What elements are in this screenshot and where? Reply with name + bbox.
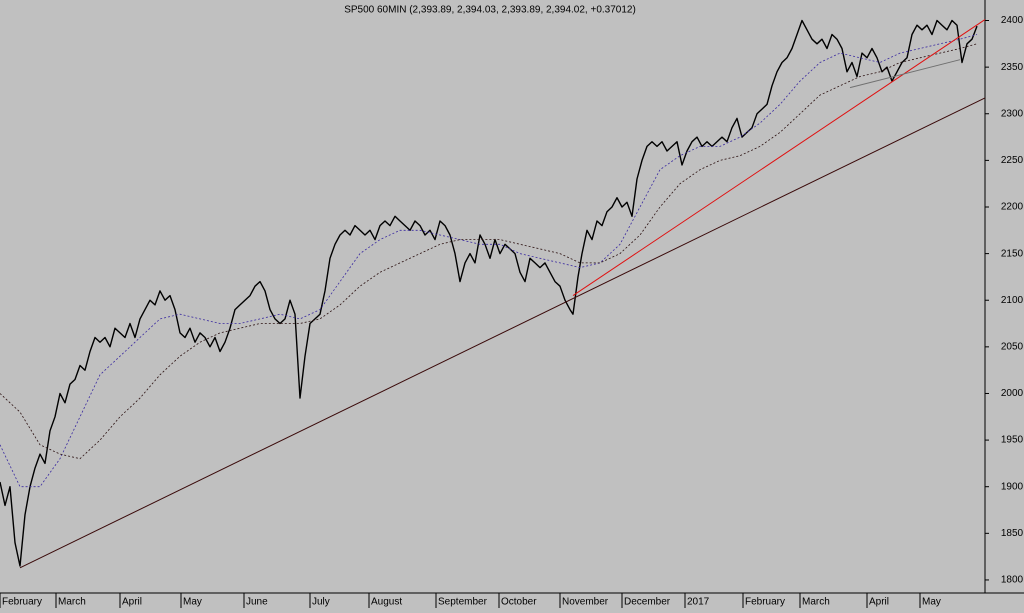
x-tick-label: 2017 — [687, 597, 710, 608]
y-tick-label: 2000 — [1001, 388, 1024, 399]
y-tick-label: 2100 — [1001, 295, 1024, 306]
x-tick-label: December — [624, 597, 671, 608]
y-tick-label: 2350 — [1001, 62, 1024, 73]
x-tick-label: May — [922, 597, 941, 608]
x-tick-label: April — [869, 597, 889, 608]
x-tick-label: February — [745, 597, 785, 608]
y-tick-label: 2250 — [1001, 155, 1024, 166]
x-tick-label: October — [501, 597, 537, 608]
x-tick-label: February — [2, 597, 42, 608]
y-tick-label: 2300 — [1001, 108, 1024, 119]
x-tick-label: May — [183, 597, 202, 608]
x-tick-label: November — [562, 597, 609, 608]
x-tick-label: July — [312, 597, 330, 608]
series-line — [19, 97, 986, 569]
series-line — [572, 19, 986, 297]
x-tick-label: March — [58, 597, 86, 608]
x-tick-label: March — [802, 597, 830, 608]
y-tick-label: 2200 — [1001, 202, 1024, 213]
y-tick-label: 1900 — [1001, 481, 1024, 492]
x-tick-label: August — [371, 597, 402, 608]
y-tick-label: 1850 — [1001, 528, 1024, 539]
chart-title: SP500 60MIN (2,393.89, 2,394.03, 2,393.8… — [344, 5, 636, 16]
series-line — [849, 59, 961, 89]
x-tick-label: June — [246, 597, 268, 608]
series-line — [0, 43, 978, 460]
y-tick-label: 2400 — [1001, 15, 1024, 26]
y-tick-label: 2050 — [1001, 341, 1024, 352]
y-tick-label: 1950 — [1001, 435, 1024, 446]
y-tick-label: 1800 — [1001, 575, 1024, 586]
x-tick-label: September — [438, 597, 488, 608]
x-tick-label: April — [122, 597, 142, 608]
y-tick-label: 2150 — [1001, 248, 1024, 259]
series-line — [0, 19, 978, 567]
